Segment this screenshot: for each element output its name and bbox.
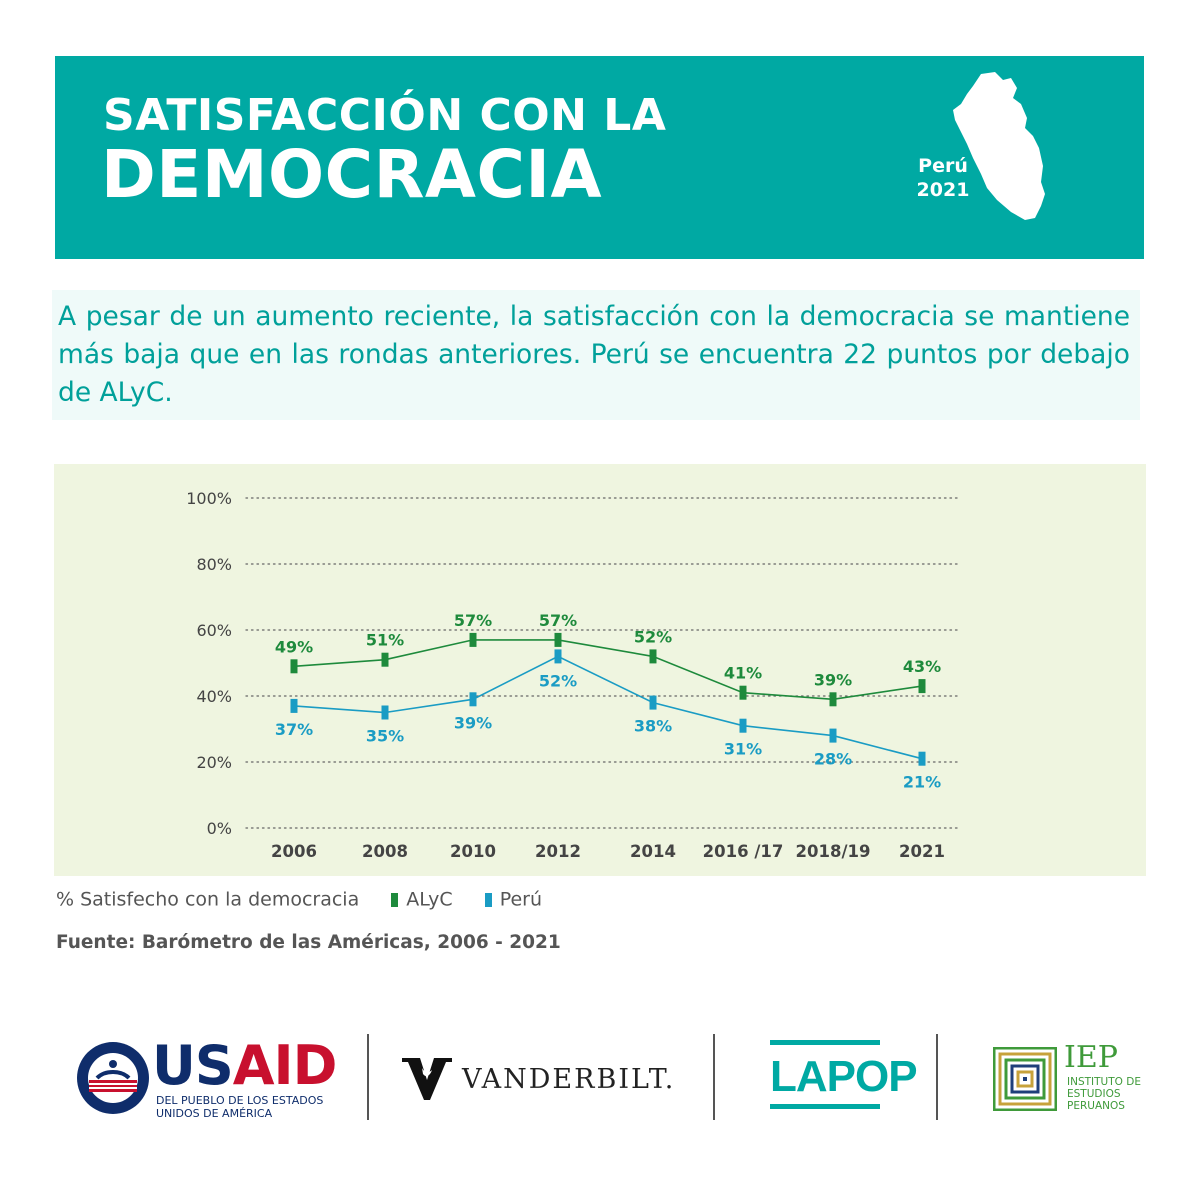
logo-divider — [367, 1034, 369, 1120]
legend-item-peru: Perú — [499, 888, 543, 911]
logo-footer: USAID DEL PUEBLO DE LOS ESTADOS UNIDOS D… — [0, 1020, 1200, 1130]
logo-divider — [936, 1034, 938, 1120]
data-label: 52% — [634, 627, 672, 646]
data-point — [290, 698, 298, 713]
vanderbilt-v-icon — [402, 1058, 452, 1100]
data-point — [469, 692, 477, 707]
data-label: 35% — [366, 727, 404, 746]
y-tick-label: 60% — [196, 621, 232, 640]
data-point — [381, 652, 389, 667]
x-tick-label: 2010 — [450, 842, 496, 861]
header-banner: SATISFACCIÓN CON LA DEMOCRACIA Perú 2021 — [55, 56, 1144, 259]
lapop-logo: LAPOP — [770, 1040, 918, 1110]
source-note: Fuente: Barómetro de las Américas, 2006 … — [56, 932, 561, 953]
chart-panel: 0% 20% 40% 60% 80% 100% 2006 2008 2010 2012 2014 20… — [54, 464, 1146, 876]
data-point — [554, 649, 562, 664]
series-line-alyc — [293, 639, 923, 701]
usaid-wordmark: USAID — [152, 1034, 337, 1097]
x-tick-label: 2006 — [271, 842, 317, 861]
y-tick-label: 100% — [186, 489, 232, 508]
data-point — [918, 751, 926, 766]
logo-divider — [713, 1034, 715, 1120]
legend-item-alyc: ALyC — [406, 888, 453, 911]
data-point — [290, 659, 298, 674]
line-chart: 0% 20% 40% 60% 80% 100% 2006 2008 2010 2012 2014 20… — [186, 489, 959, 861]
data-point — [918, 679, 926, 694]
y-tick-label: 0% — [207, 819, 232, 838]
country-year-label: Perú 2021 — [903, 154, 983, 202]
x-tick-label: 2021 — [899, 842, 945, 861]
lapop-wordmark: LAPOP — [770, 1052, 918, 1101]
y-tick-label: 80% — [196, 555, 232, 574]
y-tick-label: 40% — [196, 687, 232, 706]
intro-box: A pesar de un aumento reciente, la satis… — [52, 290, 1140, 420]
data-label: 21% — [903, 773, 941, 792]
data-point — [829, 692, 837, 707]
x-tick-label: 2016 /17 — [703, 842, 784, 861]
data-label: 28% — [814, 750, 852, 769]
legend-swatch-peru — [484, 892, 492, 907]
data-point — [554, 632, 562, 647]
intro-text: A pesar de un aumento reciente, la satis… — [58, 301, 1130, 408]
legend: % Satisfecho con la democracia ALyC Perú — [56, 888, 542, 914]
x-tick-label: 2018/19 — [796, 842, 871, 861]
data-point — [829, 728, 837, 743]
iep-tagline: INSTITUTO DE ESTUDIOS PERUANOS — [1067, 1076, 1141, 1112]
data-label: 52% — [539, 671, 577, 690]
data-label: 39% — [454, 713, 492, 732]
title-line-2: DEMOCRACIA — [101, 136, 603, 213]
data-point — [469, 632, 477, 647]
title-line-1: SATISFACCIÓN CON LA — [103, 90, 667, 141]
x-tick-label: 2008 — [362, 842, 408, 861]
usaid-seal-icon — [77, 1042, 149, 1114]
lapop-top-bar — [770, 1040, 880, 1045]
series-line-peru — [293, 655, 923, 760]
data-label: 49% — [275, 637, 313, 656]
data-point — [649, 695, 657, 710]
data-point — [739, 718, 747, 733]
iep-emblem-icon — [993, 1047, 1057, 1111]
data-point — [381, 705, 389, 720]
vanderbilt-wordmark: VANDERBILT. — [462, 1064, 676, 1095]
y-tick-label: 20% — [196, 753, 232, 772]
data-label: 39% — [814, 670, 852, 689]
data-label: 31% — [724, 740, 762, 759]
data-label: 41% — [724, 664, 762, 683]
legend-swatch-alyc — [391, 892, 399, 907]
usaid-tagline: DEL PUEBLO DE LOS ESTADOS UNIDOS DE AMÉR… — [156, 1094, 324, 1120]
data-label: 51% — [366, 631, 404, 650]
iep-wordmark: IEP — [1064, 1040, 1118, 1075]
data-point — [739, 685, 747, 700]
year-label: 2021 — [916, 179, 970, 201]
x-tick-label: 2012 — [535, 842, 581, 861]
lapop-bottom-bar — [770, 1104, 880, 1109]
data-label: 57% — [539, 611, 577, 630]
data-label: 43% — [903, 657, 941, 676]
x-tick-label: 2014 — [630, 842, 676, 861]
peru-map-icon — [953, 72, 1045, 220]
legend-label: % Satisfecho con la democracia — [56, 888, 360, 911]
data-label: 57% — [454, 611, 492, 630]
data-point — [649, 649, 657, 664]
data-label: 38% — [634, 717, 672, 736]
data-label: 37% — [275, 720, 313, 739]
country-label: Perú — [918, 155, 968, 177]
